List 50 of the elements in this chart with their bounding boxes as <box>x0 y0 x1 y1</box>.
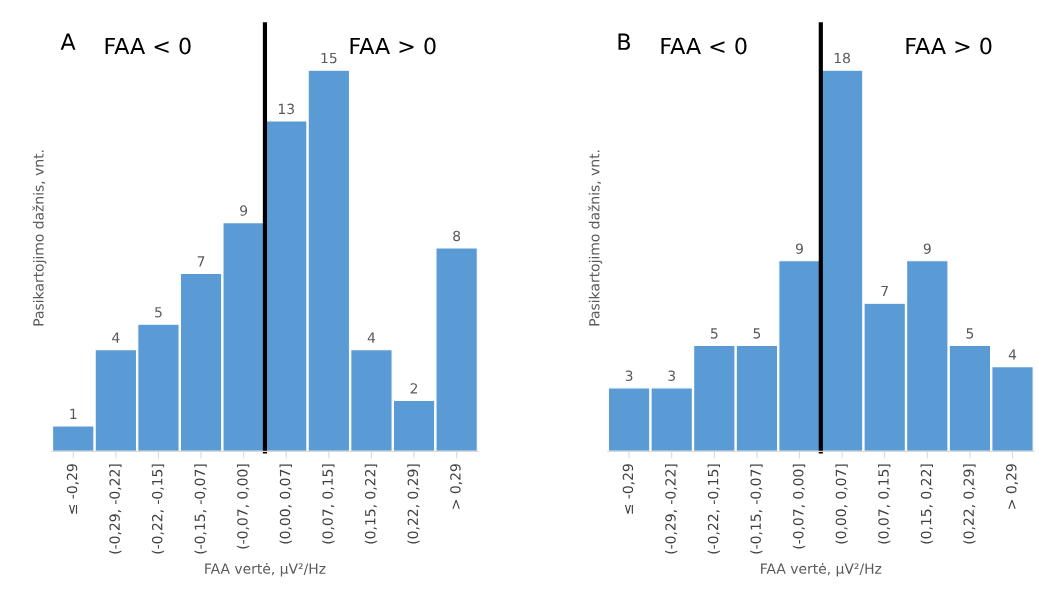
x-tick-label: > 0,29 <box>1006 464 1018 509</box>
text: FAA > 0 <box>350 37 436 55</box>
data-label: 3 <box>668 370 676 381</box>
x-tick-label: (-0,15, -0,07] <box>750 464 763 554</box>
x-tick-label: (-0,22, -0,15] <box>707 464 720 554</box>
data-label: 15 <box>321 52 337 64</box>
data-label: 5 <box>155 307 162 318</box>
x-tick-label: (0,00, 0,07] <box>279 464 292 544</box>
data-label: 7 <box>197 256 205 267</box>
data-label: 7 <box>881 285 888 297</box>
x-tick-label: ≤ -0,29 <box>66 464 79 514</box>
x-tick-label: (0,22, 0,29] <box>963 464 976 544</box>
x-tick-label: (0,00, 0,07] <box>835 464 848 544</box>
x-tick-label: (0,15, 0,22] <box>364 464 378 544</box>
x-tick-label: (-0,15, -0,07] <box>194 464 207 554</box>
data-label: 13 <box>278 103 294 115</box>
y-axis-title: Pasikartojimo dažnis, vnt. <box>32 150 47 326</box>
chart-title: A <box>60 33 76 50</box>
data-label: 5 <box>753 328 761 339</box>
data-label: 3 <box>625 370 633 381</box>
x-tick-label: (0,22, 0,29] <box>407 464 420 544</box>
data-label: 4 <box>1008 349 1017 360</box>
chart-title: B <box>618 33 631 50</box>
x-tick-label: (-0,29, -0,22] <box>664 464 678 554</box>
text: FAA < 0 <box>661 37 747 55</box>
data-label: 9 <box>795 243 803 254</box>
x-tick-label: > 0,29 <box>450 464 463 509</box>
x-axis-title: FAA vertė, µV²/Hz <box>205 563 326 577</box>
x-tick-label: (0,07, 0,15] <box>877 464 891 544</box>
x-tick-label: (0,07, 0,15] <box>322 464 335 544</box>
data-label: 4 <box>112 332 120 343</box>
data-label: 8 <box>453 230 461 242</box>
x-tick-label: (0,15, 0,22] <box>920 464 933 544</box>
x-tick-label: (-0,29, -0,22] <box>109 464 122 554</box>
data-label: 9 <box>240 205 248 216</box>
data-label: 4 <box>367 332 376 343</box>
text: FAA > 0 <box>906 37 992 55</box>
x-tick-label: (-0,07, 0,00] <box>792 464 806 549</box>
x-tick-label: (-0,07, 0,00] <box>236 464 250 549</box>
data-label: 2 <box>410 383 418 394</box>
data-label: 1 <box>70 408 77 419</box>
x-tick-label: (-0,22, -0,15] <box>151 464 165 554</box>
data-label: 9 <box>923 243 931 254</box>
data-label: 18 <box>834 52 850 64</box>
text: FAA < 0 <box>105 37 191 55</box>
data-label: 5 <box>966 328 974 339</box>
x-axis-title: FAA vertė, µV²/Hz <box>761 563 882 577</box>
x-tick-label: ≤ -0,29 <box>622 464 635 514</box>
data-label: 5 <box>710 328 718 339</box>
y-axis-title: Pasikartojimo dažnis, vnt. <box>588 150 603 326</box>
